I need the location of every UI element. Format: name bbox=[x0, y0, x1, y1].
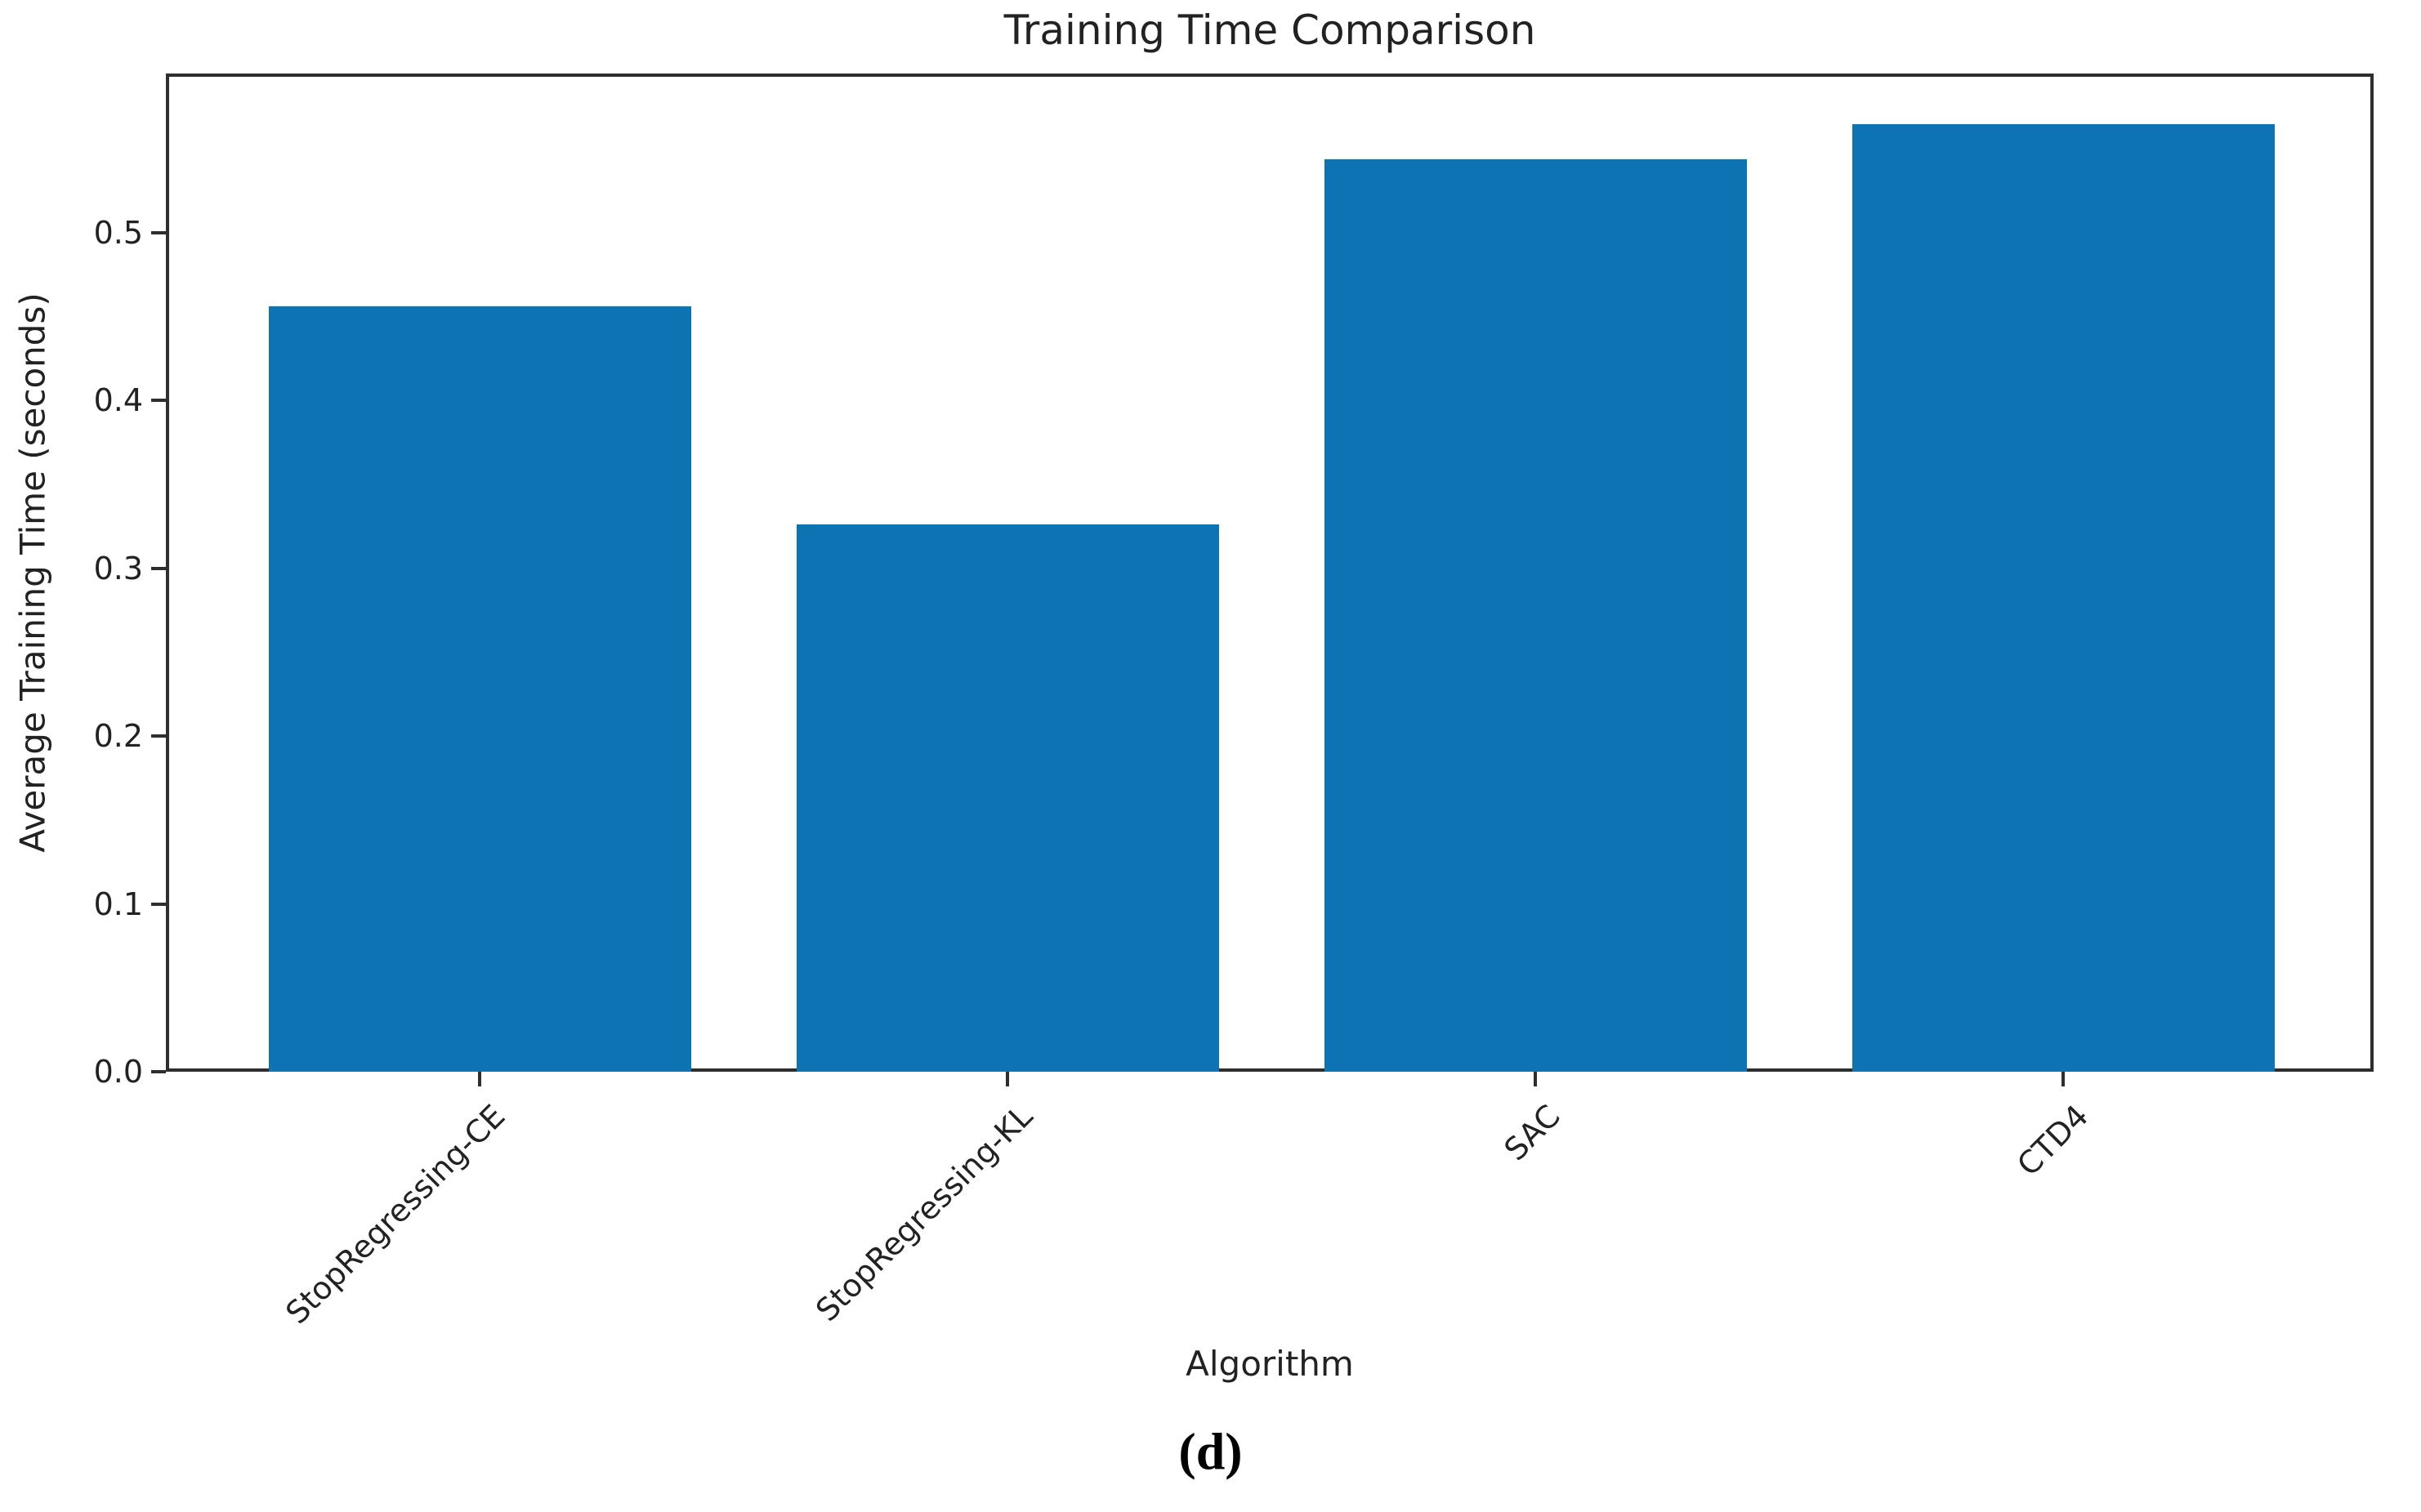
x-tick-mark bbox=[478, 1072, 481, 1086]
x-tick-mark bbox=[1006, 1072, 1009, 1086]
y-tick-label: 0.2 bbox=[93, 718, 143, 755]
x-tick-label-CTD4: CTD4 bbox=[2010, 1098, 2096, 1184]
y-tick-label: 0.4 bbox=[93, 382, 143, 419]
y-tick-mark bbox=[151, 734, 166, 738]
bar-StopRegressing-KL bbox=[796, 524, 1219, 1072]
x-axis-label: Algorithm bbox=[1186, 1344, 1354, 1384]
y-tick-mark bbox=[151, 1070, 166, 1073]
y-tick-mark bbox=[151, 902, 166, 906]
bar-StopRegressing-CE bbox=[268, 306, 691, 1072]
y-tick-mark bbox=[151, 566, 166, 570]
y-tick-label: 0.5 bbox=[93, 215, 143, 252]
y-tick-label: 0.1 bbox=[93, 885, 143, 922]
x-tick-label-StopRegressing-KL: StopRegressing-KL bbox=[809, 1098, 1040, 1329]
plot-area bbox=[166, 74, 2374, 1072]
y-tick-mark bbox=[151, 399, 166, 403]
x-tick-label-SAC: SAC bbox=[1497, 1098, 1568, 1168]
y-tick-label: 0.0 bbox=[93, 1054, 143, 1090]
bar-CTD4 bbox=[1851, 123, 2275, 1072]
figure-caption: (d) bbox=[1178, 1422, 1243, 1480]
x-tick-mark bbox=[1534, 1072, 1537, 1086]
y-tick-label: 0.3 bbox=[93, 550, 143, 587]
x-tick-label-StopRegressing-CE: StopRegressing-CE bbox=[278, 1098, 512, 1331]
x-tick-mark bbox=[2061, 1072, 2065, 1086]
chart-title: Training Time Comparison bbox=[1003, 7, 1536, 54]
bar-SAC bbox=[1324, 158, 1747, 1072]
y-tick-mark bbox=[151, 231, 166, 235]
